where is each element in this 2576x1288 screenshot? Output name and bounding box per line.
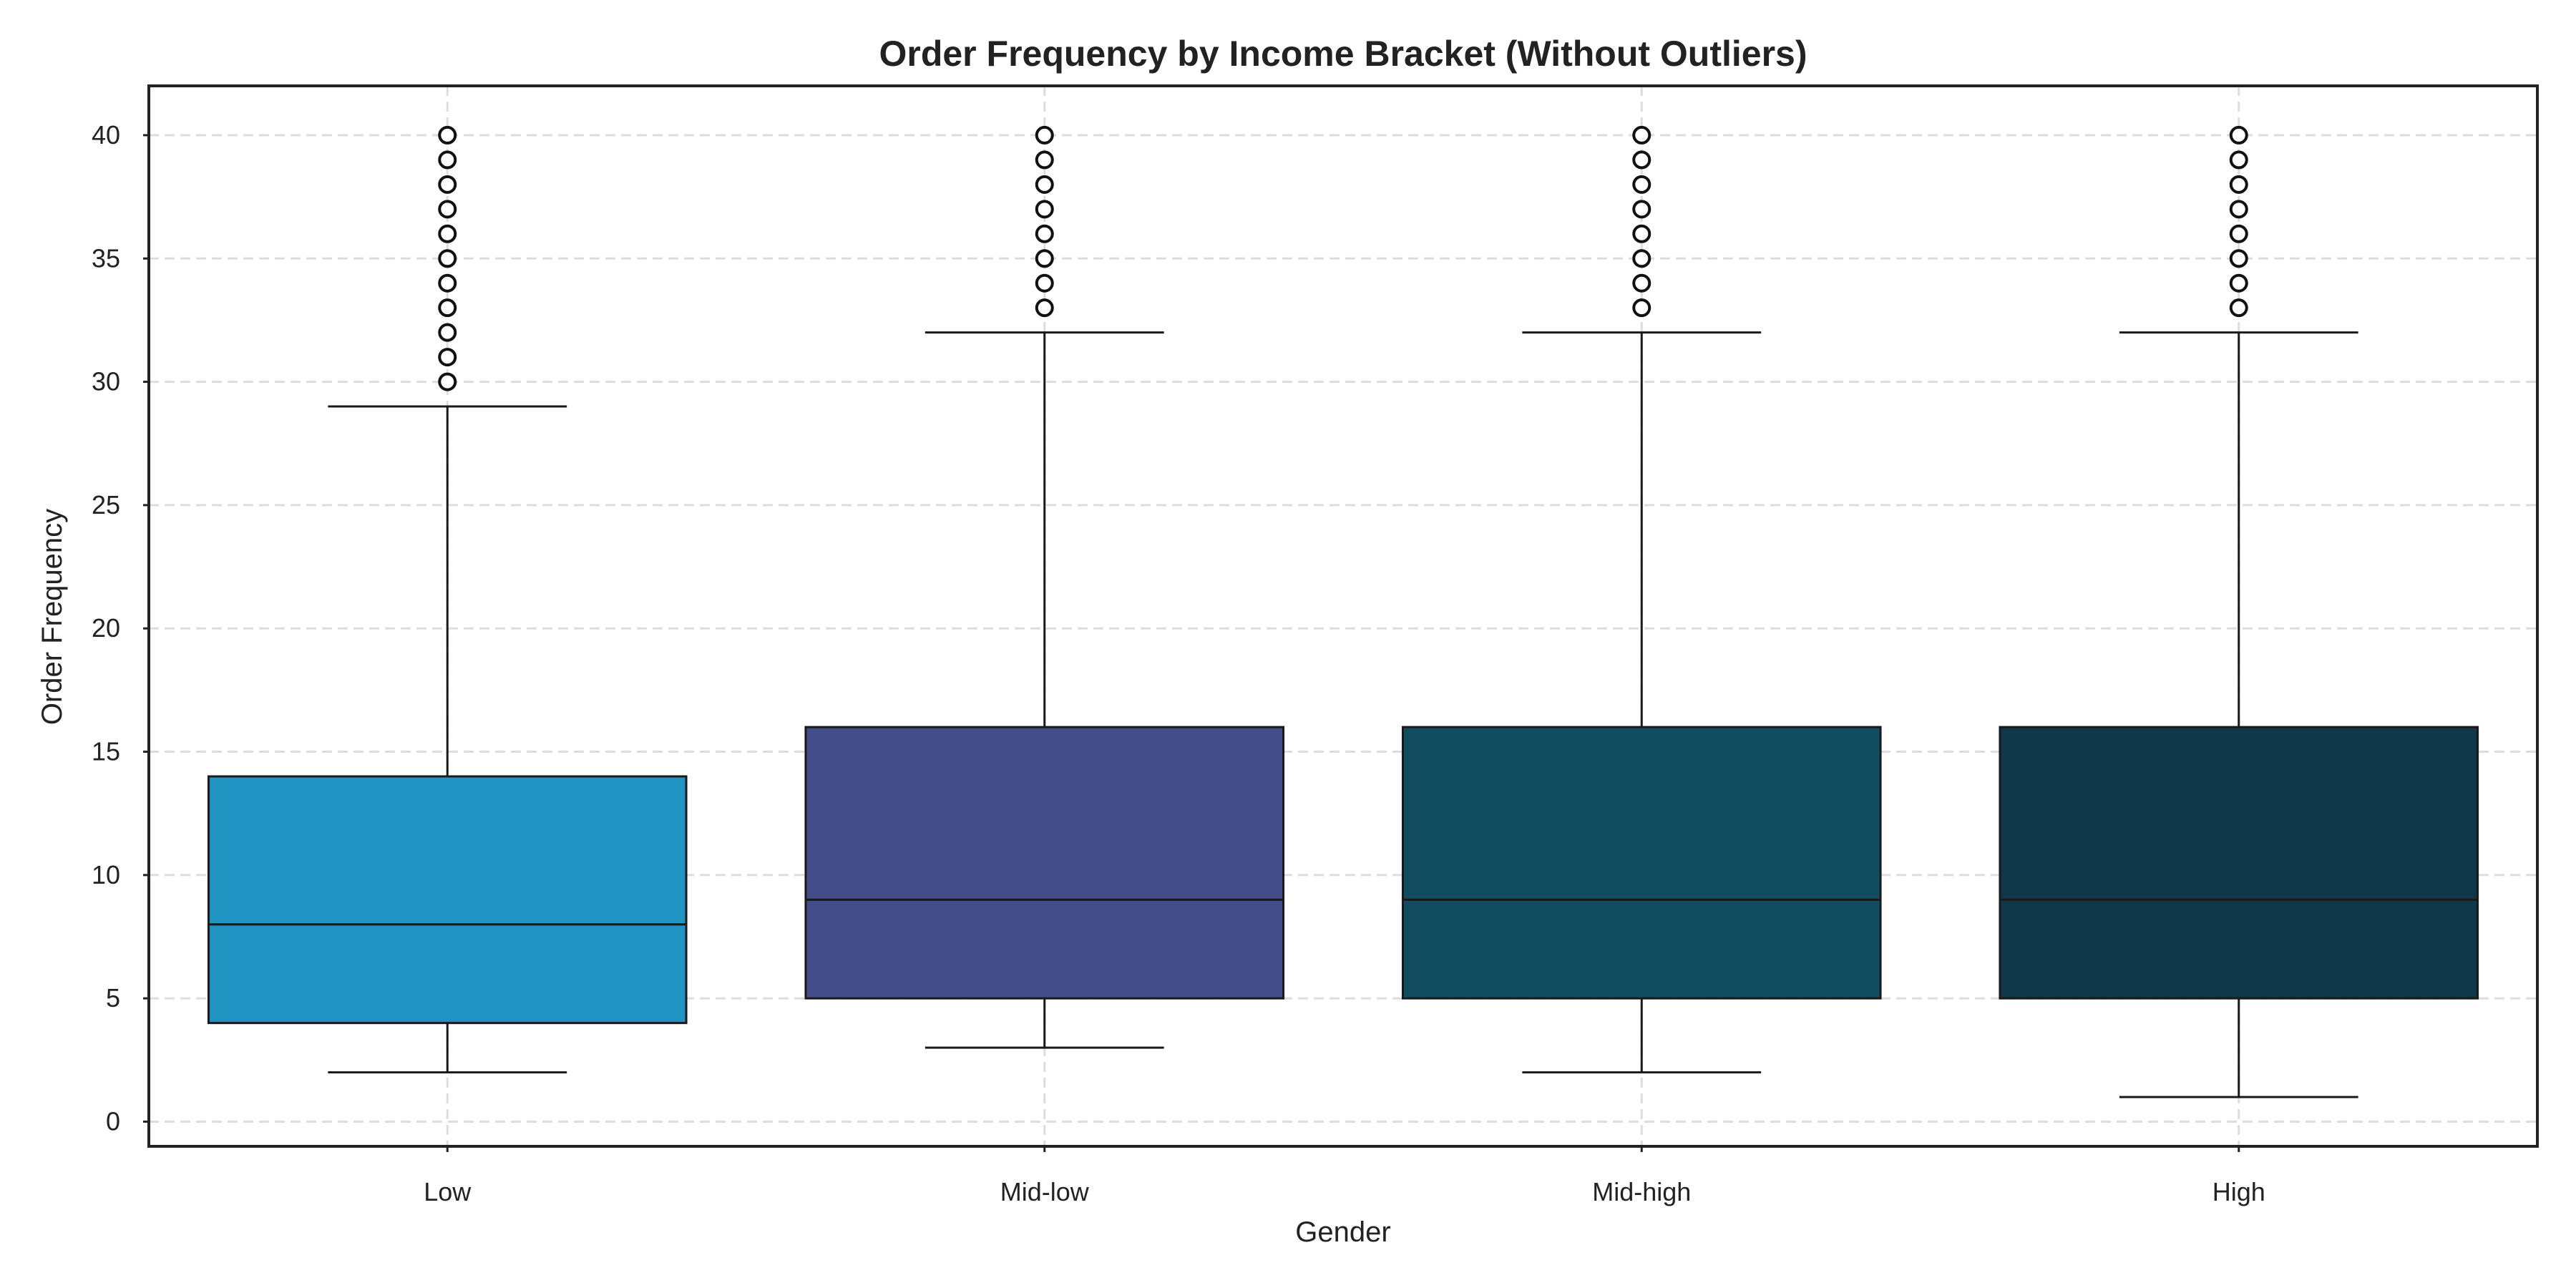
outlier-point: [438, 125, 457, 145]
outlier-point: [1035, 175, 1054, 194]
outlier-point: [2229, 150, 2248, 170]
outlier-point: [438, 372, 457, 391]
x-tick-label: Low: [424, 1177, 472, 1206]
axis-ticks: 0 5 10 15 20 25 30 35 40 Low Mid-low Mid-high High: [92, 120, 2265, 1206]
outlier-point: [438, 200, 457, 219]
outlier-point: [2229, 298, 2248, 318]
outlier-point: [2229, 200, 2248, 219]
box-iqr: [1999, 726, 2479, 1000]
outlier-point: [1035, 273, 1054, 293]
y-tick-label: 25: [92, 490, 120, 519]
box-group: [804, 125, 1285, 1049]
outlier-point: [1632, 200, 1652, 219]
x-tick-label: High: [2212, 1177, 2265, 1206]
outlier-point: [1632, 150, 1652, 170]
outlier-point: [438, 224, 457, 243]
outlier-point: [438, 298, 457, 318]
outlier-point: [1632, 298, 1652, 318]
outlier-point: [438, 150, 457, 170]
outlier-point: [1035, 200, 1054, 219]
x-axis-label: Gender: [1295, 1216, 1390, 1248]
y-tick-label: 15: [92, 737, 120, 766]
box-group: [1401, 125, 1882, 1074]
y-tick-label: 10: [92, 860, 120, 889]
y-axis-label: Order Frequency: [36, 509, 68, 725]
x-tick-label: Mid-low: [1000, 1177, 1090, 1206]
outlier-point: [1035, 150, 1054, 170]
boxes: [207, 125, 2479, 1098]
outlier-point: [1035, 125, 1054, 145]
y-tick-label: 40: [92, 120, 120, 150]
outlier-point: [1035, 224, 1054, 243]
outlier-point: [2229, 175, 2248, 194]
outlier-point: [438, 273, 457, 293]
outlier-point: [2229, 125, 2248, 145]
outlier-point: [1632, 224, 1652, 243]
outlier-point: [1632, 273, 1652, 293]
outlier-point: [438, 323, 457, 342]
outlier-point: [438, 249, 457, 268]
box-group: [207, 125, 688, 1074]
outlier-point: [1035, 249, 1054, 268]
box-iqr: [804, 726, 1285, 1000]
chart-title: Order Frequency by Income Bracket (Witho…: [879, 34, 1807, 74]
outlier-point: [2229, 273, 2248, 293]
y-tick-label: 20: [92, 613, 120, 643]
outlier-point: [1632, 175, 1652, 194]
outlier-point: [2229, 224, 2248, 243]
y-tick-label: 30: [92, 367, 120, 396]
outlier-point: [1632, 249, 1652, 268]
box-iqr: [1401, 726, 1882, 1000]
box-iqr: [207, 775, 688, 1025]
x-tick-label: Mid-high: [1592, 1177, 1691, 1206]
y-tick-label: 5: [106, 983, 120, 1013]
outlier-point: [438, 348, 457, 367]
outlier-point: [2229, 249, 2248, 268]
y-tick-label: 0: [106, 1107, 120, 1136]
box-group: [1999, 125, 2479, 1098]
outlier-point: [1035, 298, 1054, 318]
outlier-point: [1632, 125, 1652, 145]
y-tick-label: 35: [92, 243, 120, 273]
outlier-point: [438, 175, 457, 194]
plot-frame: [147, 84, 2539, 1148]
